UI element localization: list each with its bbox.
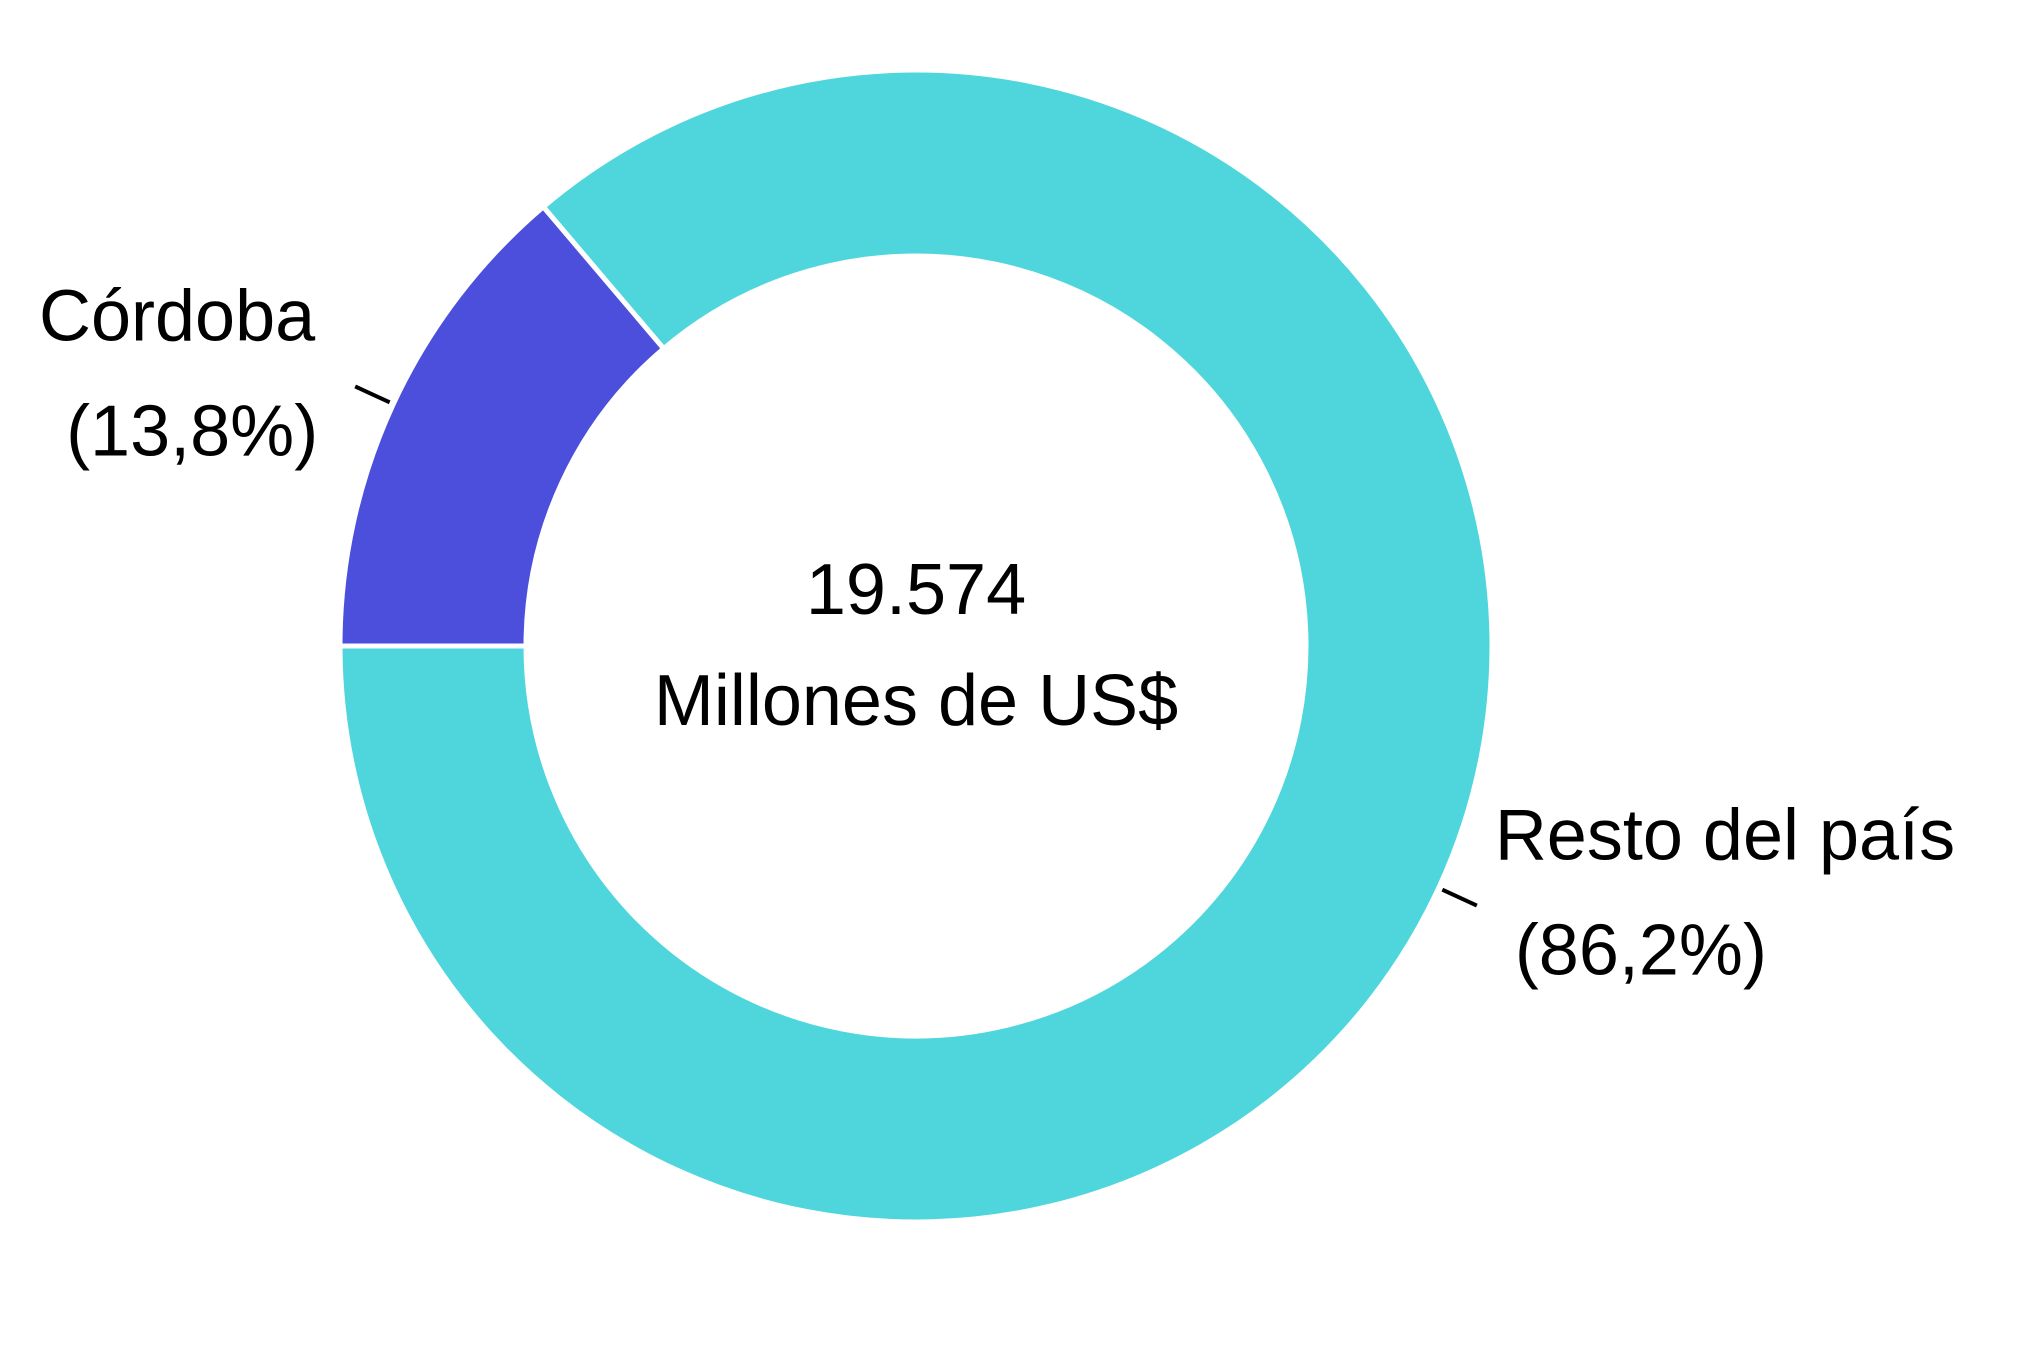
leader-line [354,384,391,405]
center-unit: Millones de US$ [654,661,1178,741]
center-value: 19.574 [806,550,1026,630]
slice-value-label: (86,2%) [1515,911,1767,991]
slice-label: Córdoba [39,276,316,356]
slice [337,203,668,649]
slice [337,67,1495,1225]
leader-line [1441,887,1478,908]
slice-label: Resto del país [1495,796,1955,876]
slice-value-label: (13,8%) [66,391,318,471]
